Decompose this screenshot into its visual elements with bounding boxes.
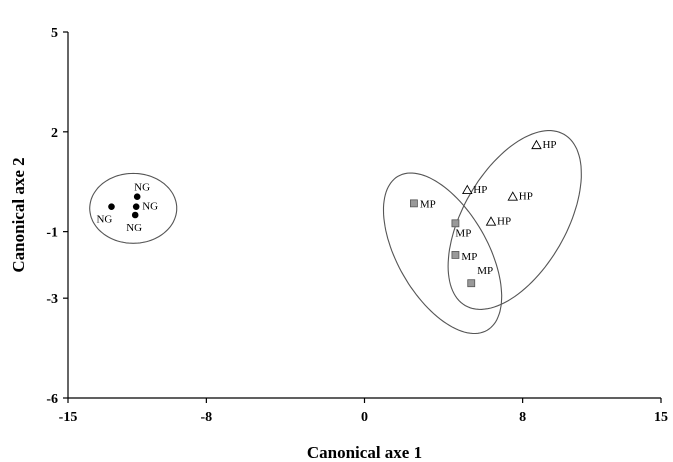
point-hp bbox=[507, 191, 519, 201]
y-tick-label: -6 bbox=[46, 392, 58, 407]
y-tick-label: -3 bbox=[46, 292, 58, 307]
point-hp bbox=[485, 216, 497, 226]
y-axis-title: Canonical axe 2 bbox=[9, 157, 28, 272]
point-label-mp: MP bbox=[420, 198, 436, 210]
point-label-ng: NG bbox=[142, 201, 158, 213]
x-tick-label: 0 bbox=[361, 410, 368, 425]
point-label-hp: HP bbox=[473, 184, 487, 196]
point-label-mp: MP bbox=[455, 227, 471, 239]
ellipse-hp bbox=[447, 130, 582, 310]
point-mp bbox=[467, 279, 476, 288]
point-ng bbox=[131, 211, 139, 219]
x-axis-title: Canonical axe 1 bbox=[307, 443, 422, 462]
point-hp bbox=[531, 139, 542, 150]
y-ticks: 5 2 -1 -3 -6 bbox=[46, 26, 68, 407]
y-tick-label: -1 bbox=[46, 226, 58, 241]
point-label-mp: MP bbox=[477, 265, 493, 277]
x-tick-label: -8 bbox=[201, 410, 213, 425]
point-label-ng: NG bbox=[134, 182, 150, 194]
y-tick-label: 2 bbox=[51, 126, 58, 141]
point-mp bbox=[451, 219, 460, 228]
x-tick-label: 15 bbox=[654, 410, 668, 425]
point-label-ng: NG bbox=[126, 222, 142, 234]
group-ellipses bbox=[89, 130, 582, 335]
point-label-hp: HP bbox=[497, 216, 511, 228]
x-tick-label: 8 bbox=[519, 410, 526, 425]
point-ng bbox=[132, 203, 140, 210]
point-ng bbox=[108, 203, 115, 210]
ellipse-ng bbox=[89, 172, 178, 244]
point-label-mp: MP bbox=[461, 251, 477, 263]
point-mp bbox=[451, 251, 460, 259]
y-tick-label: 5 bbox=[51, 26, 58, 41]
x-tick-label: -15 bbox=[59, 410, 78, 425]
x-ticks: -15 -8 0 8 15 bbox=[59, 398, 668, 425]
point-label-ng: NG bbox=[96, 214, 112, 226]
point-label-hp: HP bbox=[542, 139, 556, 151]
ellipse-mp bbox=[382, 172, 503, 335]
point-ng bbox=[133, 193, 141, 200]
point-mp bbox=[410, 199, 418, 208]
point-label-hp: HP bbox=[519, 191, 533, 203]
point-hp bbox=[462, 184, 473, 194]
